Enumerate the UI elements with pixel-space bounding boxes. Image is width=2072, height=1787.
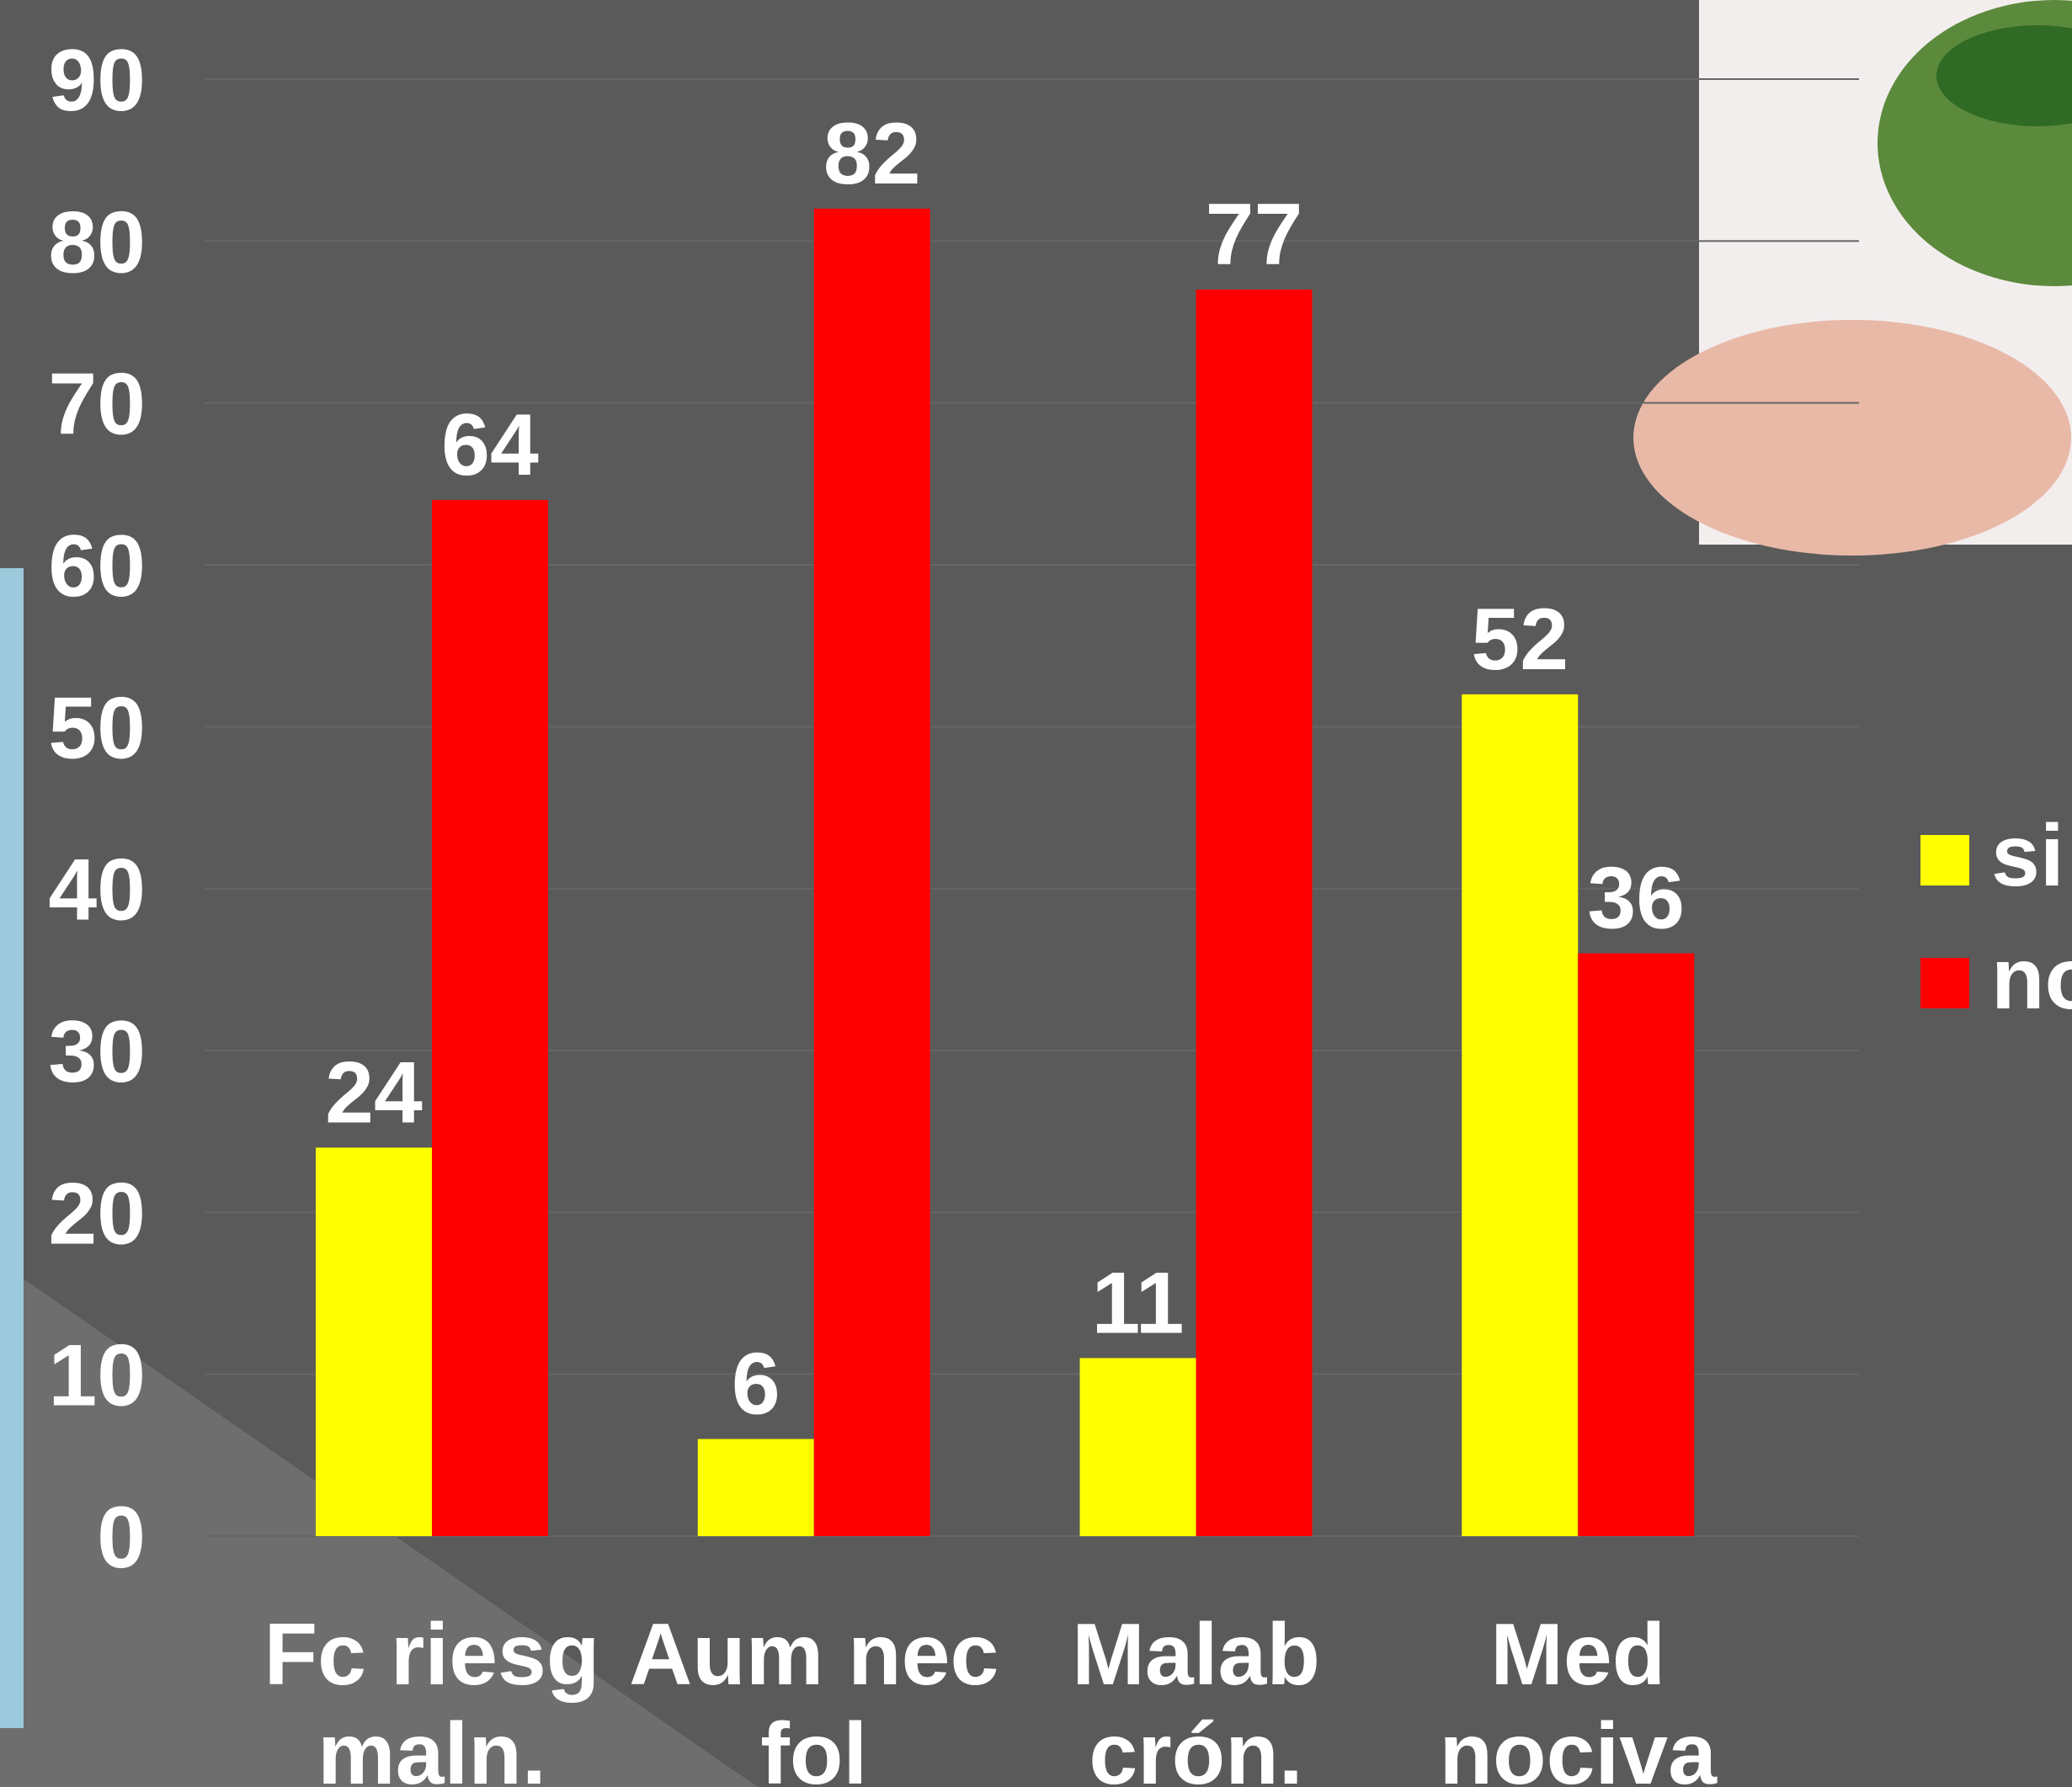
value-label: 82 <box>823 105 921 203</box>
side-strip <box>0 568 24 1728</box>
legend-label: si <box>1991 807 2064 905</box>
photo-leaf <box>1936 25 2072 126</box>
value-label: 77 <box>1206 186 1303 284</box>
value-label: 24 <box>325 1044 423 1141</box>
y-tick-label: 10 <box>48 1327 146 1425</box>
y-tick-label: 40 <box>48 842 146 939</box>
value-label: 64 <box>441 396 539 494</box>
x-tick-label: Fc riesg <box>264 1606 600 1704</box>
y-tick-label: 0 <box>97 1489 146 1587</box>
bar <box>316 1147 432 1536</box>
bar <box>1462 694 1579 1536</box>
y-tick-label: 80 <box>48 194 146 291</box>
photo <box>1633 0 2072 556</box>
y-tick-label: 30 <box>48 1003 146 1101</box>
x-tick-label: fol <box>760 1705 867 1787</box>
photo-skin <box>1633 320 2071 556</box>
bar <box>1079 1358 1196 1536</box>
x-tick-label: Med <box>1490 1606 1665 1704</box>
y-tick-label: 70 <box>48 356 146 454</box>
legend-label: no <box>1991 930 2072 1028</box>
bar <box>432 500 548 1536</box>
bar <box>1578 953 1695 1536</box>
y-tick-label: 90 <box>48 32 146 130</box>
value-label: 52 <box>1471 591 1569 689</box>
y-tick-label: 50 <box>48 679 146 777</box>
bar <box>1196 290 1313 1536</box>
legend-swatch <box>1920 835 1969 886</box>
legend-swatch <box>1920 958 1969 1008</box>
x-tick-label: Malab <box>1072 1606 1320 1704</box>
x-tick-label: crón. <box>1089 1705 1302 1787</box>
y-tick-label: 20 <box>48 1165 146 1263</box>
x-tick-label: nociva <box>1440 1705 1718 1787</box>
y-tick-label: 60 <box>48 518 146 615</box>
value-label: 6 <box>732 1336 780 1433</box>
bar <box>697 1439 814 1536</box>
bar <box>813 208 930 1536</box>
value-label: 11 <box>1092 1254 1185 1352</box>
value-label: 36 <box>1587 850 1685 948</box>
x-tick-label: maln. <box>317 1705 546 1787</box>
x-tick-label: Aum nec <box>629 1606 999 1704</box>
